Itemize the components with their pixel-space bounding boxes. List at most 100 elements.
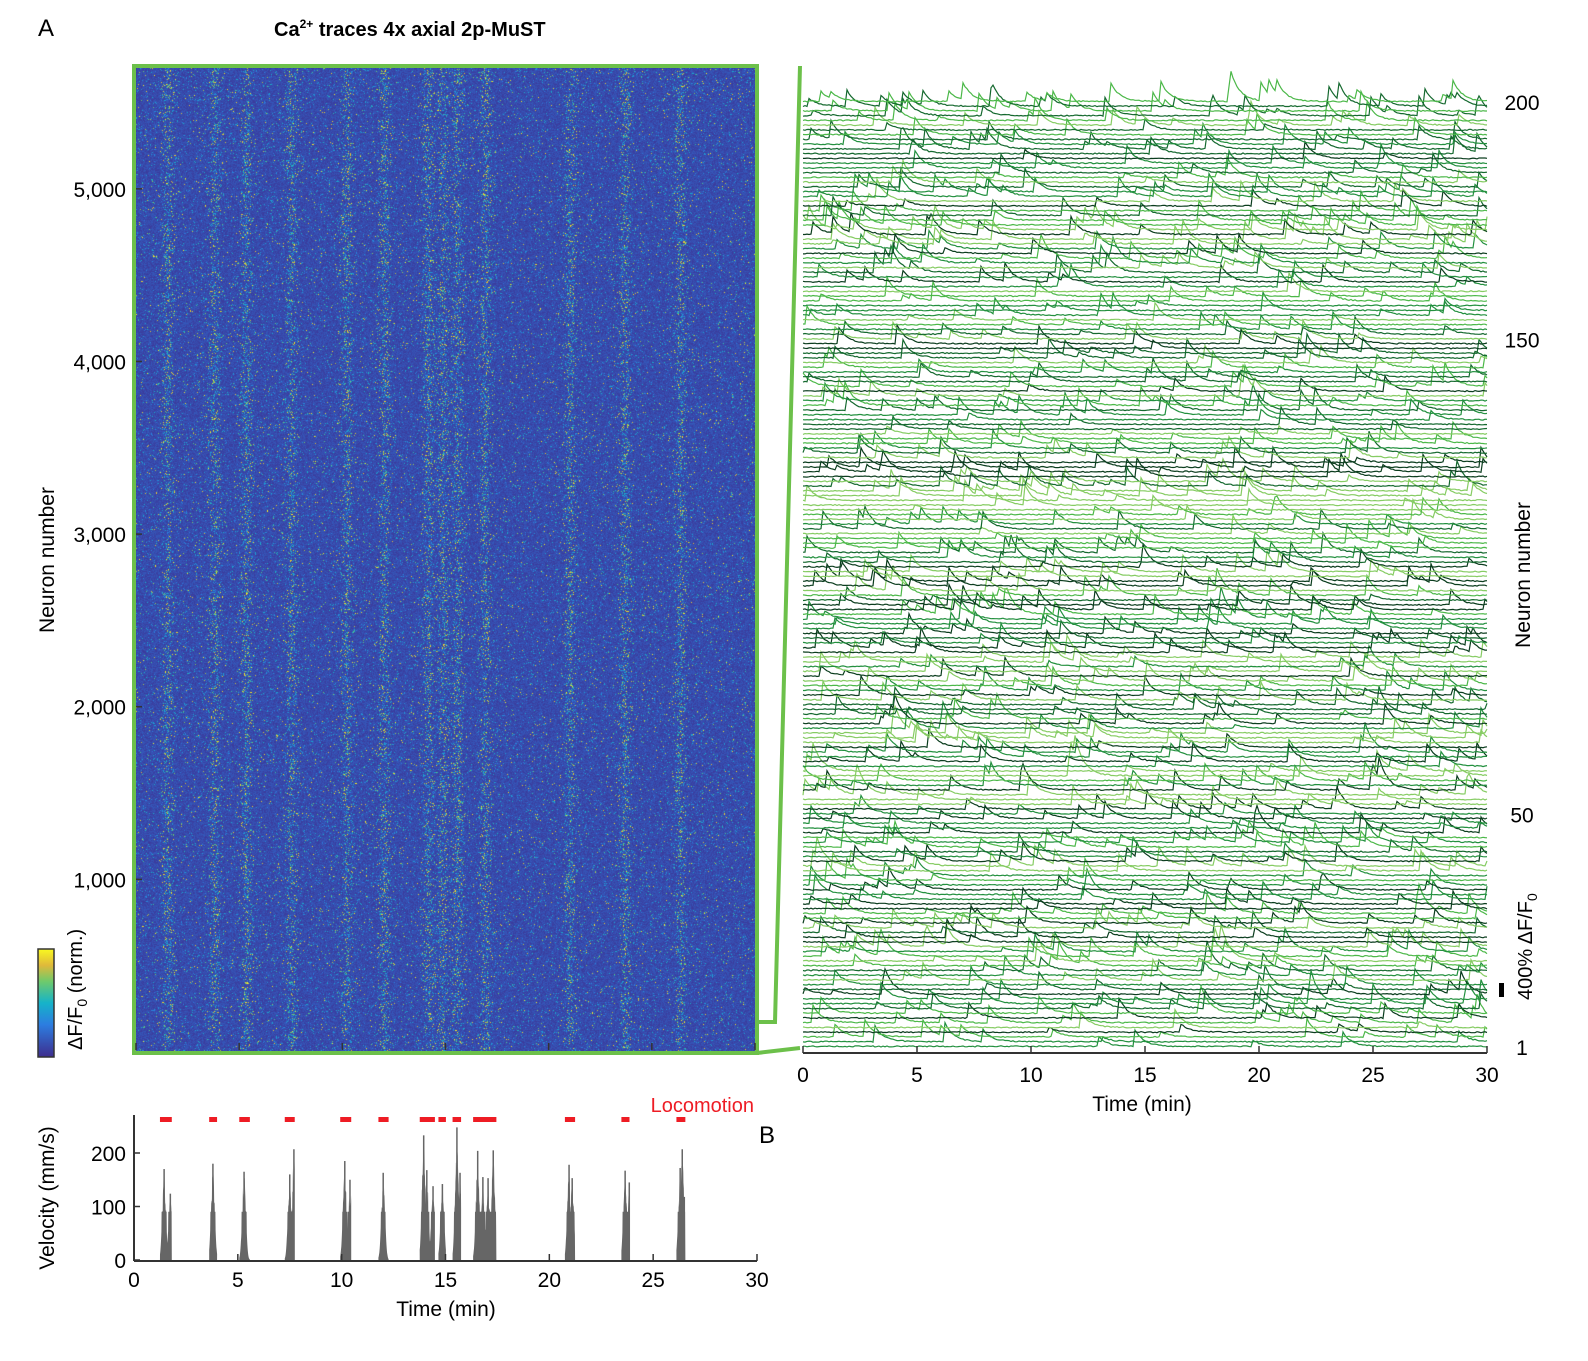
neuron-trace xyxy=(802,565,1488,592)
neuron-trace xyxy=(803,666,1488,692)
neuron-trace xyxy=(802,361,1488,388)
x-tick-label: 15 xyxy=(434,1269,457,1292)
neuron-trace xyxy=(802,966,1488,996)
neuron-trace xyxy=(802,556,1488,583)
neuron-trace xyxy=(802,522,1488,545)
neuron-trace xyxy=(802,301,1488,322)
neuron-trace xyxy=(802,470,1488,497)
neuron-trace xyxy=(803,605,1488,630)
neuron-trace xyxy=(802,848,1488,873)
neuron-trace xyxy=(802,878,1488,901)
neuron-trace xyxy=(802,456,1488,483)
zoom-connector-bottom xyxy=(756,1046,801,1055)
locomotion-legend: Locomotion xyxy=(651,1095,754,1117)
locomotion-bout xyxy=(452,1117,462,1122)
y-tick-label: 50 xyxy=(1510,804,1533,827)
neuron-trace xyxy=(802,718,1488,744)
neuron-trace xyxy=(802,722,1488,754)
neuron-trace xyxy=(802,941,1488,972)
neuron-trace xyxy=(802,989,1488,1010)
neuron-trace xyxy=(802,759,1488,782)
neuron-trace xyxy=(802,151,1488,174)
neuron-trace xyxy=(802,933,1488,944)
velocity-x-axis: 0 5 10 15 20 25 30 xyxy=(128,1254,769,1292)
neuron-trace xyxy=(802,659,1488,682)
y-tick-label: 2,000 xyxy=(73,697,126,720)
neuron-trace xyxy=(802,444,1488,469)
zoom-connector-top xyxy=(757,65,802,1024)
neuron-trace xyxy=(802,126,1488,151)
neuron-trace xyxy=(802,290,1488,312)
locomotion-bout xyxy=(676,1117,686,1122)
neuron-trace xyxy=(802,764,1488,796)
neuron-trace xyxy=(802,530,1488,550)
neuron-trace xyxy=(802,386,1488,412)
neuron-trace xyxy=(802,810,1488,830)
neuron-trace xyxy=(802,458,1487,488)
neuron-trace xyxy=(802,882,1488,915)
heatmap-y-label: Neuron number xyxy=(36,487,59,633)
neuron-trace xyxy=(802,691,1488,720)
neuron-trace xyxy=(802,452,1488,464)
y-tick-label: 4,000 xyxy=(73,351,126,374)
neuron-trace xyxy=(802,81,1488,108)
neuron-trace xyxy=(803,633,1488,659)
neuron-trace xyxy=(802,335,1488,360)
neuron-trace xyxy=(802,357,1488,383)
neuron-trace xyxy=(802,643,1488,668)
neuron-trace xyxy=(803,303,1488,327)
neuron-trace xyxy=(802,925,1488,953)
neuron-trace xyxy=(802,856,1488,882)
neuron-trace xyxy=(802,250,1488,269)
neuron-trace xyxy=(802,924,1488,948)
neuron-trace xyxy=(802,419,1488,440)
neuron-trace xyxy=(802,924,1488,963)
heatmap-x-axis xyxy=(135,1043,756,1050)
neuron-trace xyxy=(802,218,1488,246)
x-tick-label: 30 xyxy=(745,1269,768,1292)
neuron-trace xyxy=(802,625,1487,654)
neuron-trace xyxy=(802,505,1488,526)
neuron-trace xyxy=(802,141,1488,170)
neuron-trace xyxy=(802,996,1488,1020)
neuron-trace xyxy=(802,1022,1488,1034)
neuron-trace xyxy=(802,497,1488,521)
neuron-trace xyxy=(802,414,1488,431)
neuron-trace xyxy=(802,71,1488,103)
neuron-trace xyxy=(802,374,1488,393)
neuron-trace xyxy=(802,561,1488,588)
y-tick-label: 5,000 xyxy=(73,179,126,202)
locomotion-bout xyxy=(159,1117,172,1122)
x-tick-label: 10 xyxy=(1019,1064,1042,1087)
neuron-trace xyxy=(802,194,1488,217)
neuron-trace xyxy=(802,821,1488,844)
locomotion-bout xyxy=(239,1117,250,1122)
x-tick-label: 5 xyxy=(232,1269,244,1292)
y-tick-label: 1,000 xyxy=(73,869,126,892)
locomotion-bout xyxy=(438,1117,446,1122)
neuron-trace xyxy=(803,379,1488,407)
heatmap-frame xyxy=(132,64,759,1055)
locomotion-bout xyxy=(284,1117,295,1122)
neuron-trace xyxy=(802,621,1488,644)
neuron-trace xyxy=(802,798,1488,820)
neuron-trace xyxy=(803,231,1488,255)
x-tick-label: 20 xyxy=(538,1269,561,1292)
neuron-trace xyxy=(802,727,1488,749)
neuron-trace xyxy=(802,735,1487,758)
neuron-trace xyxy=(802,693,1488,725)
neuron-trace xyxy=(802,235,1488,265)
velocity-trace xyxy=(159,1127,686,1260)
neuron-trace xyxy=(802,585,1488,611)
velocity-bout xyxy=(564,1169,576,1260)
neuron-trace xyxy=(802,631,1487,663)
traces-x-label: Time (min) xyxy=(1092,1093,1192,1116)
neuron-trace xyxy=(802,483,1488,507)
neuron-trace xyxy=(802,275,1488,298)
velocity-y-axis: 0 100 200 xyxy=(91,1143,140,1273)
y-tick-label: 0 xyxy=(114,1250,126,1273)
neuron-trace xyxy=(802,1020,1488,1044)
neuron-trace xyxy=(802,451,1488,478)
colorbar-label: ΔF/F0 (norm.) xyxy=(65,929,90,1050)
